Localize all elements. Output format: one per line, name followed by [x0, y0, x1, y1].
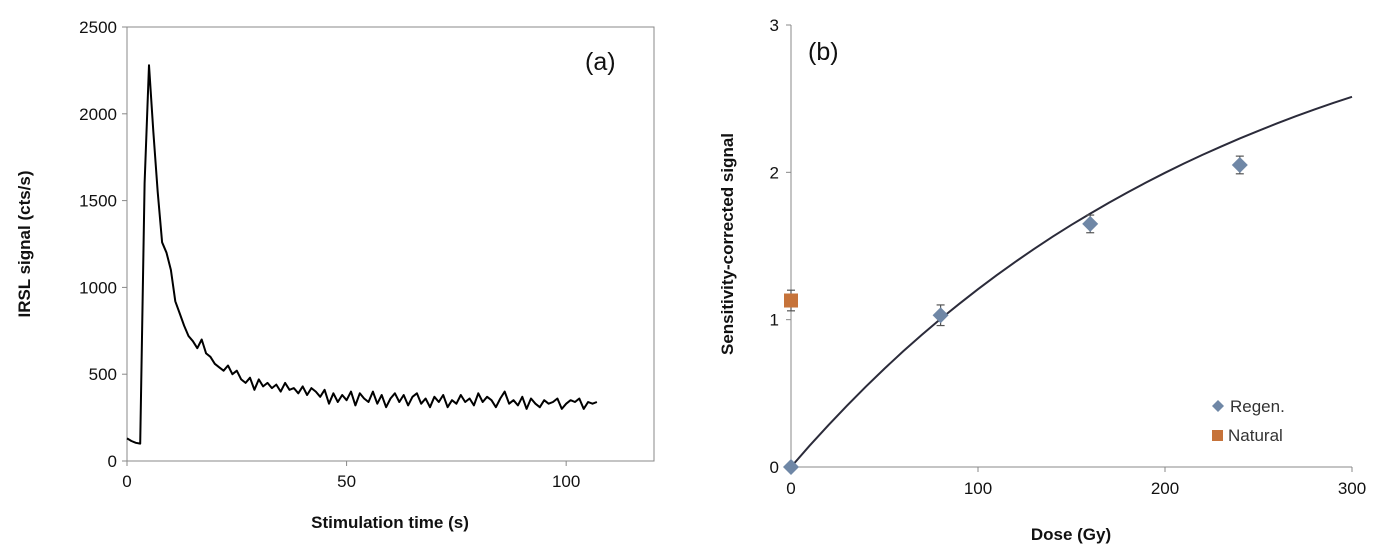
panel-a-y-tick-label: 1000 — [79, 278, 117, 297]
panel-b-x-axis-title: Dose (Gy) — [1031, 525, 1111, 544]
legend-label-natural: Natural — [1228, 426, 1283, 445]
panel-b-fit-line — [790, 95, 1353, 468]
panel-b-y-tick-label: 1 — [770, 311, 779, 330]
panel-a-series — [126, 64, 598, 445]
panel-b-x-tick-label: 0 — [786, 479, 795, 498]
panel-a-label: (a) — [585, 48, 616, 76]
panel-b-point-regen — [783, 459, 799, 475]
panel-b-x-tick-label: 100 — [964, 479, 992, 498]
panel-b-point-regen — [932, 307, 949, 324]
panel-b-series — [783, 155, 1248, 475]
panel-a-y-tick-label: 1500 — [79, 192, 117, 211]
panel-b-y-axis-title: Sensitivity-corrected signal — [718, 133, 737, 355]
panel-b-label: (b) — [808, 38, 839, 66]
legend-marker-regen — [1212, 400, 1224, 412]
panel-b-point-regen — [1231, 156, 1248, 173]
legend-label-regen: Regen. — [1230, 397, 1285, 416]
panel-b-fit-curve — [790, 95, 1353, 468]
panel-b-point-natural — [784, 293, 798, 308]
panel-a-x-tick-label: 50 — [337, 472, 356, 491]
panel-a: 0 500 1000 1500 2000 2500 0 50 100 (a) Stimulati… — [15, 18, 655, 532]
panel-b-y-tick-label: 2 — [770, 163, 779, 182]
panel-a-x-tick-label: 100 — [552, 472, 580, 491]
panel-a-x-tick-label: 0 — [122, 472, 131, 491]
panel-a-y-tick-label: 0 — [108, 452, 117, 471]
panel-b-y-tick-label: 0 — [770, 458, 779, 477]
panel-a-signal-line — [126, 64, 598, 445]
panel-b-legend: Regen. Natural — [1212, 397, 1285, 445]
panel-a-plot-area — [126, 26, 655, 462]
panel-a-x-axis-title: Stimulation time (s) — [311, 513, 469, 532]
panel-a-y-tick-label: 2500 — [79, 18, 117, 37]
panel-a-y-tick-label: 500 — [89, 365, 117, 384]
panel-a-y-tick-label: 2000 — [79, 105, 117, 124]
legend-marker-natural — [1212, 430, 1223, 441]
panel-a-y-axis-title: IRSL signal (cts/s) — [15, 170, 34, 317]
panel-b-x-tick-label: 200 — [1151, 479, 1179, 498]
panel-b-x-tick-label: 300 — [1338, 479, 1366, 498]
panel-b-plot-area — [791, 25, 1352, 467]
panel-b-point-regen — [1082, 215, 1099, 232]
panel-b-ticks: 0 1 2 3 0 100 200 300 — [770, 16, 1367, 498]
panel-b: 0 1 2 3 0 100 200 300 (b) Dose (Gy) Sensitivity… — [718, 16, 1366, 544]
panel-a-ticks: 0 500 1000 1500 2000 2500 0 50 100 — [79, 18, 580, 491]
panel-b-y-tick-label: 3 — [770, 16, 779, 35]
